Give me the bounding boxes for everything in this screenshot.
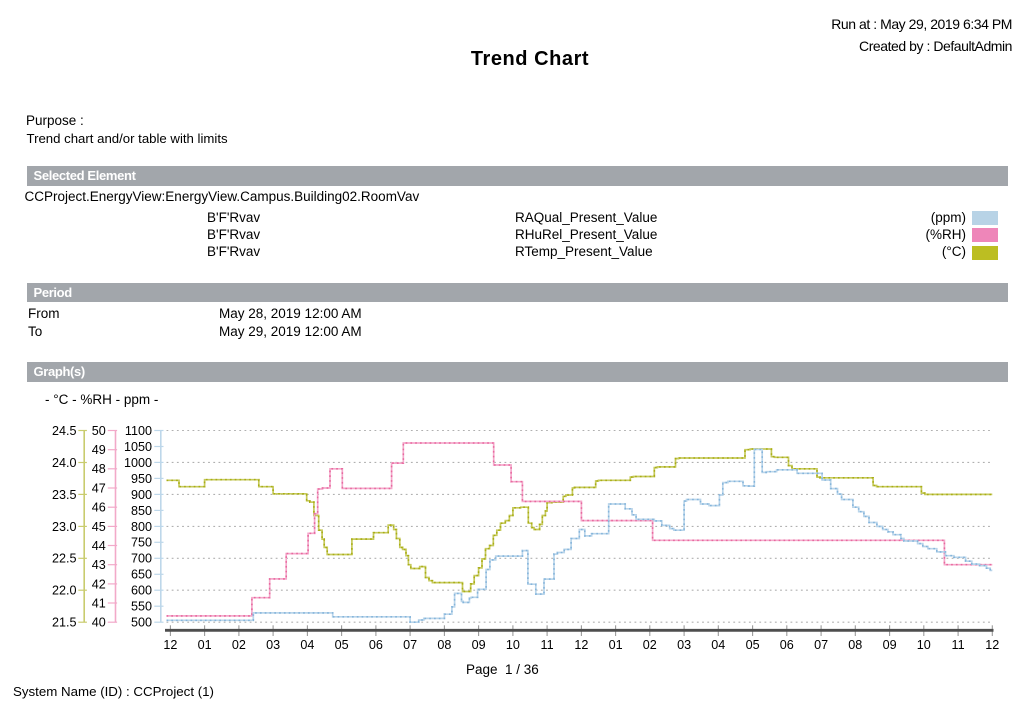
svg-text:23.5: 23.5 <box>52 488 77 502</box>
svg-text:45: 45 <box>92 520 106 534</box>
svg-text:500: 500 <box>131 616 152 630</box>
svg-text:50: 50 <box>92 424 106 438</box>
svg-text:550: 550 <box>131 600 152 614</box>
svg-text:08: 08 <box>437 638 451 652</box>
svg-text:48: 48 <box>92 462 106 476</box>
svg-text:10: 10 <box>917 638 931 652</box>
svg-text:02: 02 <box>232 638 246 652</box>
svg-text:07: 07 <box>403 638 417 652</box>
svg-text:09: 09 <box>883 638 897 652</box>
svg-text:800: 800 <box>131 520 152 534</box>
svg-text:22.0: 22.0 <box>52 584 77 598</box>
svg-text:22.5: 22.5 <box>52 552 77 566</box>
svg-text:47: 47 <box>92 481 106 495</box>
svg-text:01: 01 <box>198 638 212 652</box>
svg-text:12: 12 <box>985 638 999 652</box>
svg-text:06: 06 <box>369 638 383 652</box>
svg-text:600: 600 <box>131 584 152 598</box>
svg-text:1050: 1050 <box>124 440 152 454</box>
svg-text:08: 08 <box>848 638 862 652</box>
svg-text:24.0: 24.0 <box>52 456 77 470</box>
svg-text:05: 05 <box>335 638 349 652</box>
svg-text:03: 03 <box>266 638 280 652</box>
svg-text:12: 12 <box>163 638 177 652</box>
svg-text:04: 04 <box>300 638 314 652</box>
svg-text:02: 02 <box>643 638 657 652</box>
svg-text:12: 12 <box>574 638 588 652</box>
svg-text:850: 850 <box>131 504 152 518</box>
svg-text:950: 950 <box>131 472 152 486</box>
svg-text:21.5: 21.5 <box>52 616 77 630</box>
svg-text:11: 11 <box>952 638 965 652</box>
svg-text:06: 06 <box>780 638 794 652</box>
svg-text:42: 42 <box>92 577 106 591</box>
svg-text:700: 700 <box>131 552 152 566</box>
svg-text:09: 09 <box>472 638 486 652</box>
svg-text:40: 40 <box>92 616 106 630</box>
svg-text:04: 04 <box>711 638 725 652</box>
svg-text:900: 900 <box>131 488 152 502</box>
svg-text:05: 05 <box>746 638 760 652</box>
svg-text:11: 11 <box>541 638 554 652</box>
svg-text:750: 750 <box>131 536 152 550</box>
svg-text:23.0: 23.0 <box>52 520 77 534</box>
svg-text:1000: 1000 <box>124 456 152 470</box>
svg-text:46: 46 <box>92 501 106 515</box>
svg-text:07: 07 <box>814 638 828 652</box>
svg-text:49: 49 <box>92 443 106 457</box>
svg-text:44: 44 <box>92 539 106 553</box>
svg-text:03: 03 <box>677 638 691 652</box>
svg-text:10: 10 <box>506 638 520 652</box>
svg-text:43: 43 <box>92 558 106 572</box>
svg-text:650: 650 <box>131 568 152 582</box>
svg-text:41: 41 <box>92 596 106 610</box>
svg-text:01: 01 <box>609 638 623 652</box>
svg-text:1100: 1100 <box>125 424 152 438</box>
svg-text:24.5: 24.5 <box>52 424 77 438</box>
